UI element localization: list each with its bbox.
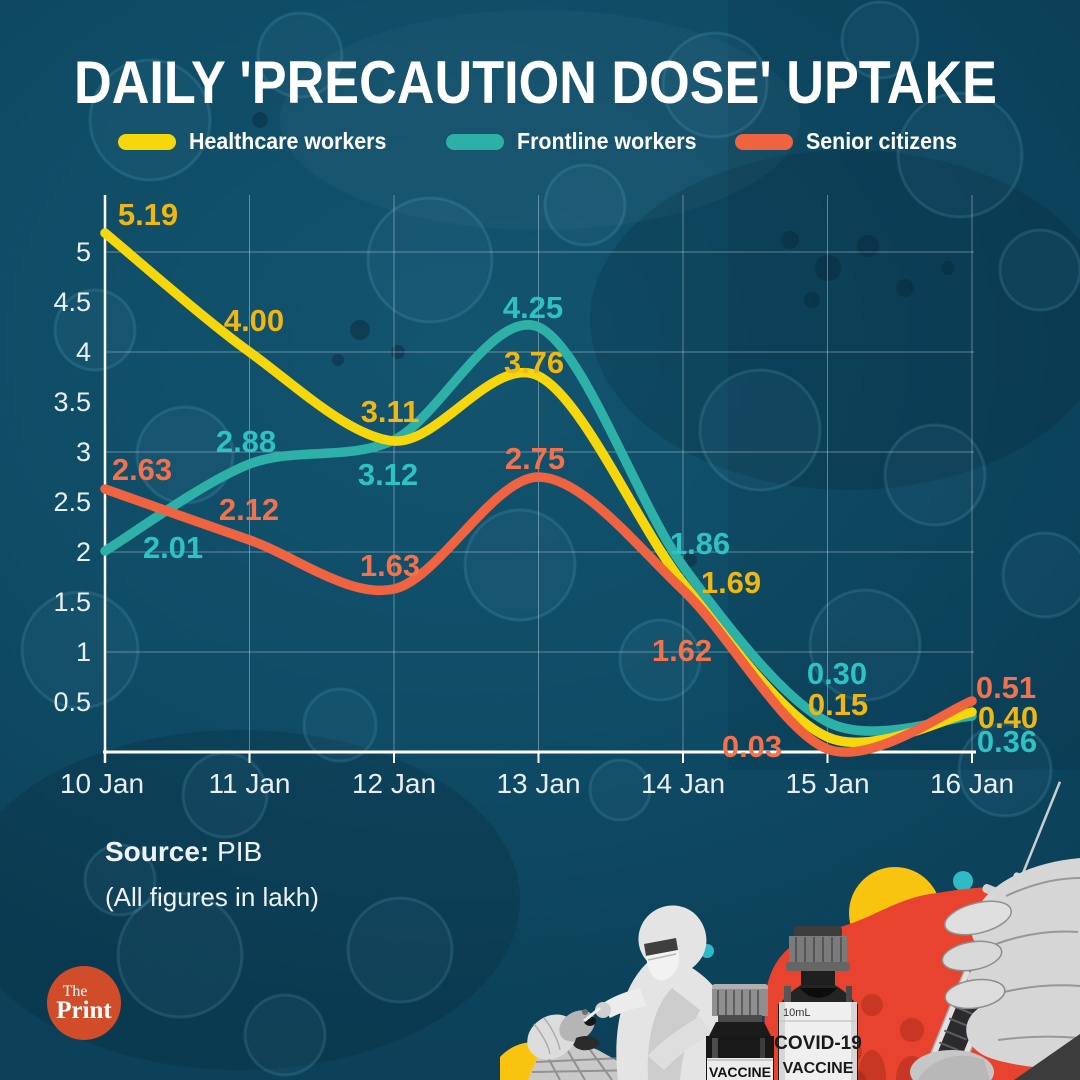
small-vial-label: VACCINE bbox=[709, 1064, 771, 1080]
virus-debris-texture bbox=[391, 345, 405, 359]
dark-sleeve bbox=[1014, 1034, 1080, 1080]
virus-cell-texture bbox=[896, 91, 1024, 219]
virus-cell-texture bbox=[883, 423, 987, 527]
virus-debris-texture bbox=[683, 553, 697, 567]
virus-debris-texture bbox=[857, 235, 879, 257]
virus-debris-texture bbox=[252, 112, 268, 128]
source-line: Source: PIB bbox=[105, 836, 319, 868]
theprint-logo: The Print bbox=[47, 966, 121, 1040]
virus-cell-texture bbox=[808, 588, 922, 702]
small-vaccine-vial: VACCINE bbox=[706, 984, 774, 1080]
virus-cell-texture bbox=[181, 751, 269, 839]
virus-cell-texture bbox=[243, 993, 327, 1077]
virus-cell-texture bbox=[83, 843, 157, 917]
virus-cell-texture bbox=[618, 618, 702, 702]
ppe-arm bbox=[602, 988, 646, 1018]
virus-cell-texture bbox=[135, 405, 235, 505]
virus-debris-texture bbox=[896, 279, 914, 297]
glove-finger bbox=[941, 940, 1003, 972]
virus-cell-texture bbox=[698, 368, 822, 492]
syringe-needle bbox=[1016, 781, 1062, 887]
legend-swatch-healthcare-workers bbox=[118, 133, 176, 150]
virus-cell-texture bbox=[588, 758, 652, 822]
swab-stick bbox=[583, 1006, 601, 1023]
virus-cell-texture bbox=[20, 590, 140, 710]
teal-dot-accent bbox=[953, 871, 973, 891]
virus-debris-texture bbox=[332, 354, 344, 366]
virus-cell-texture bbox=[302, 687, 378, 763]
legend-item-healthcare-workers: Healthcare workers bbox=[118, 128, 401, 155]
photo-collage: VACCINE 10mL COVID-19 VACCINE bbox=[500, 781, 1080, 1080]
virus-cell-texture bbox=[116, 891, 244, 1019]
virus-debris-texture bbox=[350, 320, 370, 340]
large-vial-volume: 10mL bbox=[783, 1007, 811, 1019]
large-vial-subtitle: VACCINE bbox=[783, 1060, 854, 1077]
legend-swatch-frontline-workers bbox=[446, 133, 504, 150]
source-value: PIB bbox=[217, 836, 263, 867]
virus-cell-texture bbox=[366, 196, 494, 324]
logo-line2: Print bbox=[56, 997, 112, 1024]
virus-cell-texture bbox=[840, 0, 920, 80]
covid19-vaccine-vial: 10mL COVID-19 VACCINE bbox=[774, 926, 862, 1080]
virus-cell-texture bbox=[346, 896, 454, 1004]
virus-cell-texture bbox=[1001, 531, 1080, 619]
chart-legend: Healthcare workers Frontline workers Sen… bbox=[0, 128, 1080, 158]
legend-swatch-senior-citizens bbox=[735, 133, 793, 150]
virus-debris-texture bbox=[941, 261, 955, 275]
virus-cell-texture bbox=[463, 508, 577, 622]
virus-debris-texture bbox=[804, 292, 820, 308]
virus-debris-texture bbox=[781, 231, 799, 249]
virus-cell-texture bbox=[661, 31, 769, 139]
syringe-hand-photo bbox=[910, 781, 1080, 1080]
legend-item-frontline-workers: Frontline workers bbox=[446, 128, 710, 155]
virus-debris-texture bbox=[815, 255, 841, 281]
glove-finger bbox=[944, 900, 1012, 936]
virus-cell-texture bbox=[256, 11, 344, 99]
legend-item-senior-citizens: Senior citizens bbox=[735, 128, 968, 155]
ppe-mask bbox=[646, 950, 680, 981]
source-label: Source: bbox=[105, 836, 210, 867]
source-note: (All figures in lakh) bbox=[105, 882, 319, 912]
virus-cell-texture bbox=[543, 163, 627, 247]
legend-label: Healthcare workers bbox=[189, 128, 387, 154]
source-block: Source: PIB (All figures in lakh) bbox=[105, 836, 319, 913]
logo-line1: The bbox=[62, 983, 88, 1000]
patient-beard bbox=[574, 1036, 600, 1051]
virus-cell-texture bbox=[957, 722, 1053, 818]
ppe-goggles bbox=[644, 938, 678, 956]
swab-test-photo bbox=[527, 905, 744, 1080]
bg-shade bbox=[0, 730, 520, 1070]
virus-cell-texture bbox=[88, 58, 212, 182]
glove-finger bbox=[944, 978, 1006, 1010]
page-title: DAILY 'PRECAUTION DOSE' UPTAKE bbox=[74, 49, 997, 117]
virus-cell-texture bbox=[53, 288, 137, 372]
legend-label: Frontline workers bbox=[517, 128, 697, 154]
ppe-glove-hand bbox=[595, 1002, 611, 1018]
legend-label: Senior citizens bbox=[806, 128, 957, 154]
large-vial-title: COVID-19 bbox=[774, 1033, 862, 1054]
virus-cell-texture bbox=[998, 228, 1080, 312]
